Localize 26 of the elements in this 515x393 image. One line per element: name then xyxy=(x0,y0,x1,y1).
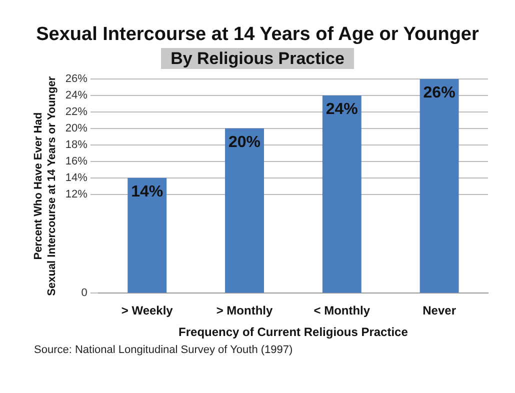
chart-subtitle: By Religious Practice xyxy=(160,48,354,69)
chart-title: Sexual Intercourse at 14 Years of Age or Younger xyxy=(35,24,480,46)
y-tick-label: 0 xyxy=(81,287,88,300)
y-tick-label: 12% xyxy=(65,188,88,200)
x-tick-label: > Monthly xyxy=(216,304,273,318)
y-tick-label: 24% xyxy=(65,90,88,102)
bar xyxy=(322,95,362,293)
y-axis-title: Percent Who Have Ever Had Sexual Intercourse at 14 Years or Younger xyxy=(32,76,58,296)
y-tick-label: 16% xyxy=(65,155,88,168)
y-tick-label: 14% xyxy=(65,172,88,184)
data-label: 24% xyxy=(326,100,358,118)
data-label: 14% xyxy=(131,183,164,200)
y-tick-label: 18% xyxy=(65,138,88,151)
x-tick-label: > Weekly xyxy=(121,304,174,318)
x-axis-title: Frequency of Current Religious Practice xyxy=(178,325,408,340)
bar xyxy=(128,178,167,293)
data-label: 20% xyxy=(228,134,261,151)
bar xyxy=(420,79,459,293)
data-label: 26% xyxy=(423,84,456,102)
x-tick-label: < Monthly xyxy=(314,304,370,318)
x-tick-label: Never xyxy=(422,304,456,318)
bar xyxy=(225,128,264,293)
y-tick-label: 20% xyxy=(65,122,88,134)
source-note: Source: National Longitudinal Survey of Youth (1997) xyxy=(34,344,294,356)
y-tick-label: 26% xyxy=(65,73,88,86)
y-tick-label: 22% xyxy=(65,106,88,118)
